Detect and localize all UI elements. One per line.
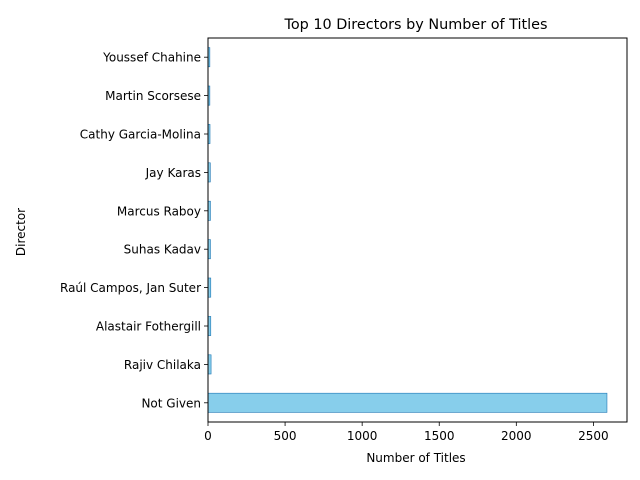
chart-title: Top 10 Directors by Number of Titles [283, 17, 547, 33]
y-tick-label: Rajiv Chilaka [124, 358, 201, 372]
x-tick-label: 2500 [578, 429, 609, 443]
x-tick-label: 1000 [347, 429, 378, 443]
y-tick-label: Jay Karas [145, 166, 201, 180]
y-tick-label: Cathy Garcia-Molina [80, 128, 201, 142]
y-axis-ticks: Not Given Rajiv Chilaka Alastair Fothergil… [60, 51, 208, 410]
bars-group [207, 47, 608, 413]
y-axis-label: Director [14, 208, 28, 256]
y-tick-label: Alastair Fothergill [96, 320, 201, 334]
y-tick-label: Martin Scorsese [105, 89, 201, 103]
x-tick-label: 2000 [501, 429, 532, 443]
y-tick-label: Raúl Campos, Jan Suter [60, 281, 201, 295]
y-tick-label: Youssef Chahine [102, 51, 201, 65]
plot-area-frame [207, 37, 628, 423]
bar [207, 392, 608, 413]
x-tick-label: 500 [274, 429, 297, 443]
x-tick-label: 1500 [424, 429, 455, 443]
x-tick-label: 0 [204, 429, 212, 443]
y-tick-label: Marcus Raboy [117, 204, 201, 218]
x-axis-label: Number of Titles [366, 451, 465, 465]
x-axis-ticks: 0 500 1000 1500 2000 2500 [204, 422, 609, 443]
y-tick-label: Suhas Kadav [124, 243, 201, 257]
y-tick-label: Not Given [141, 396, 201, 410]
